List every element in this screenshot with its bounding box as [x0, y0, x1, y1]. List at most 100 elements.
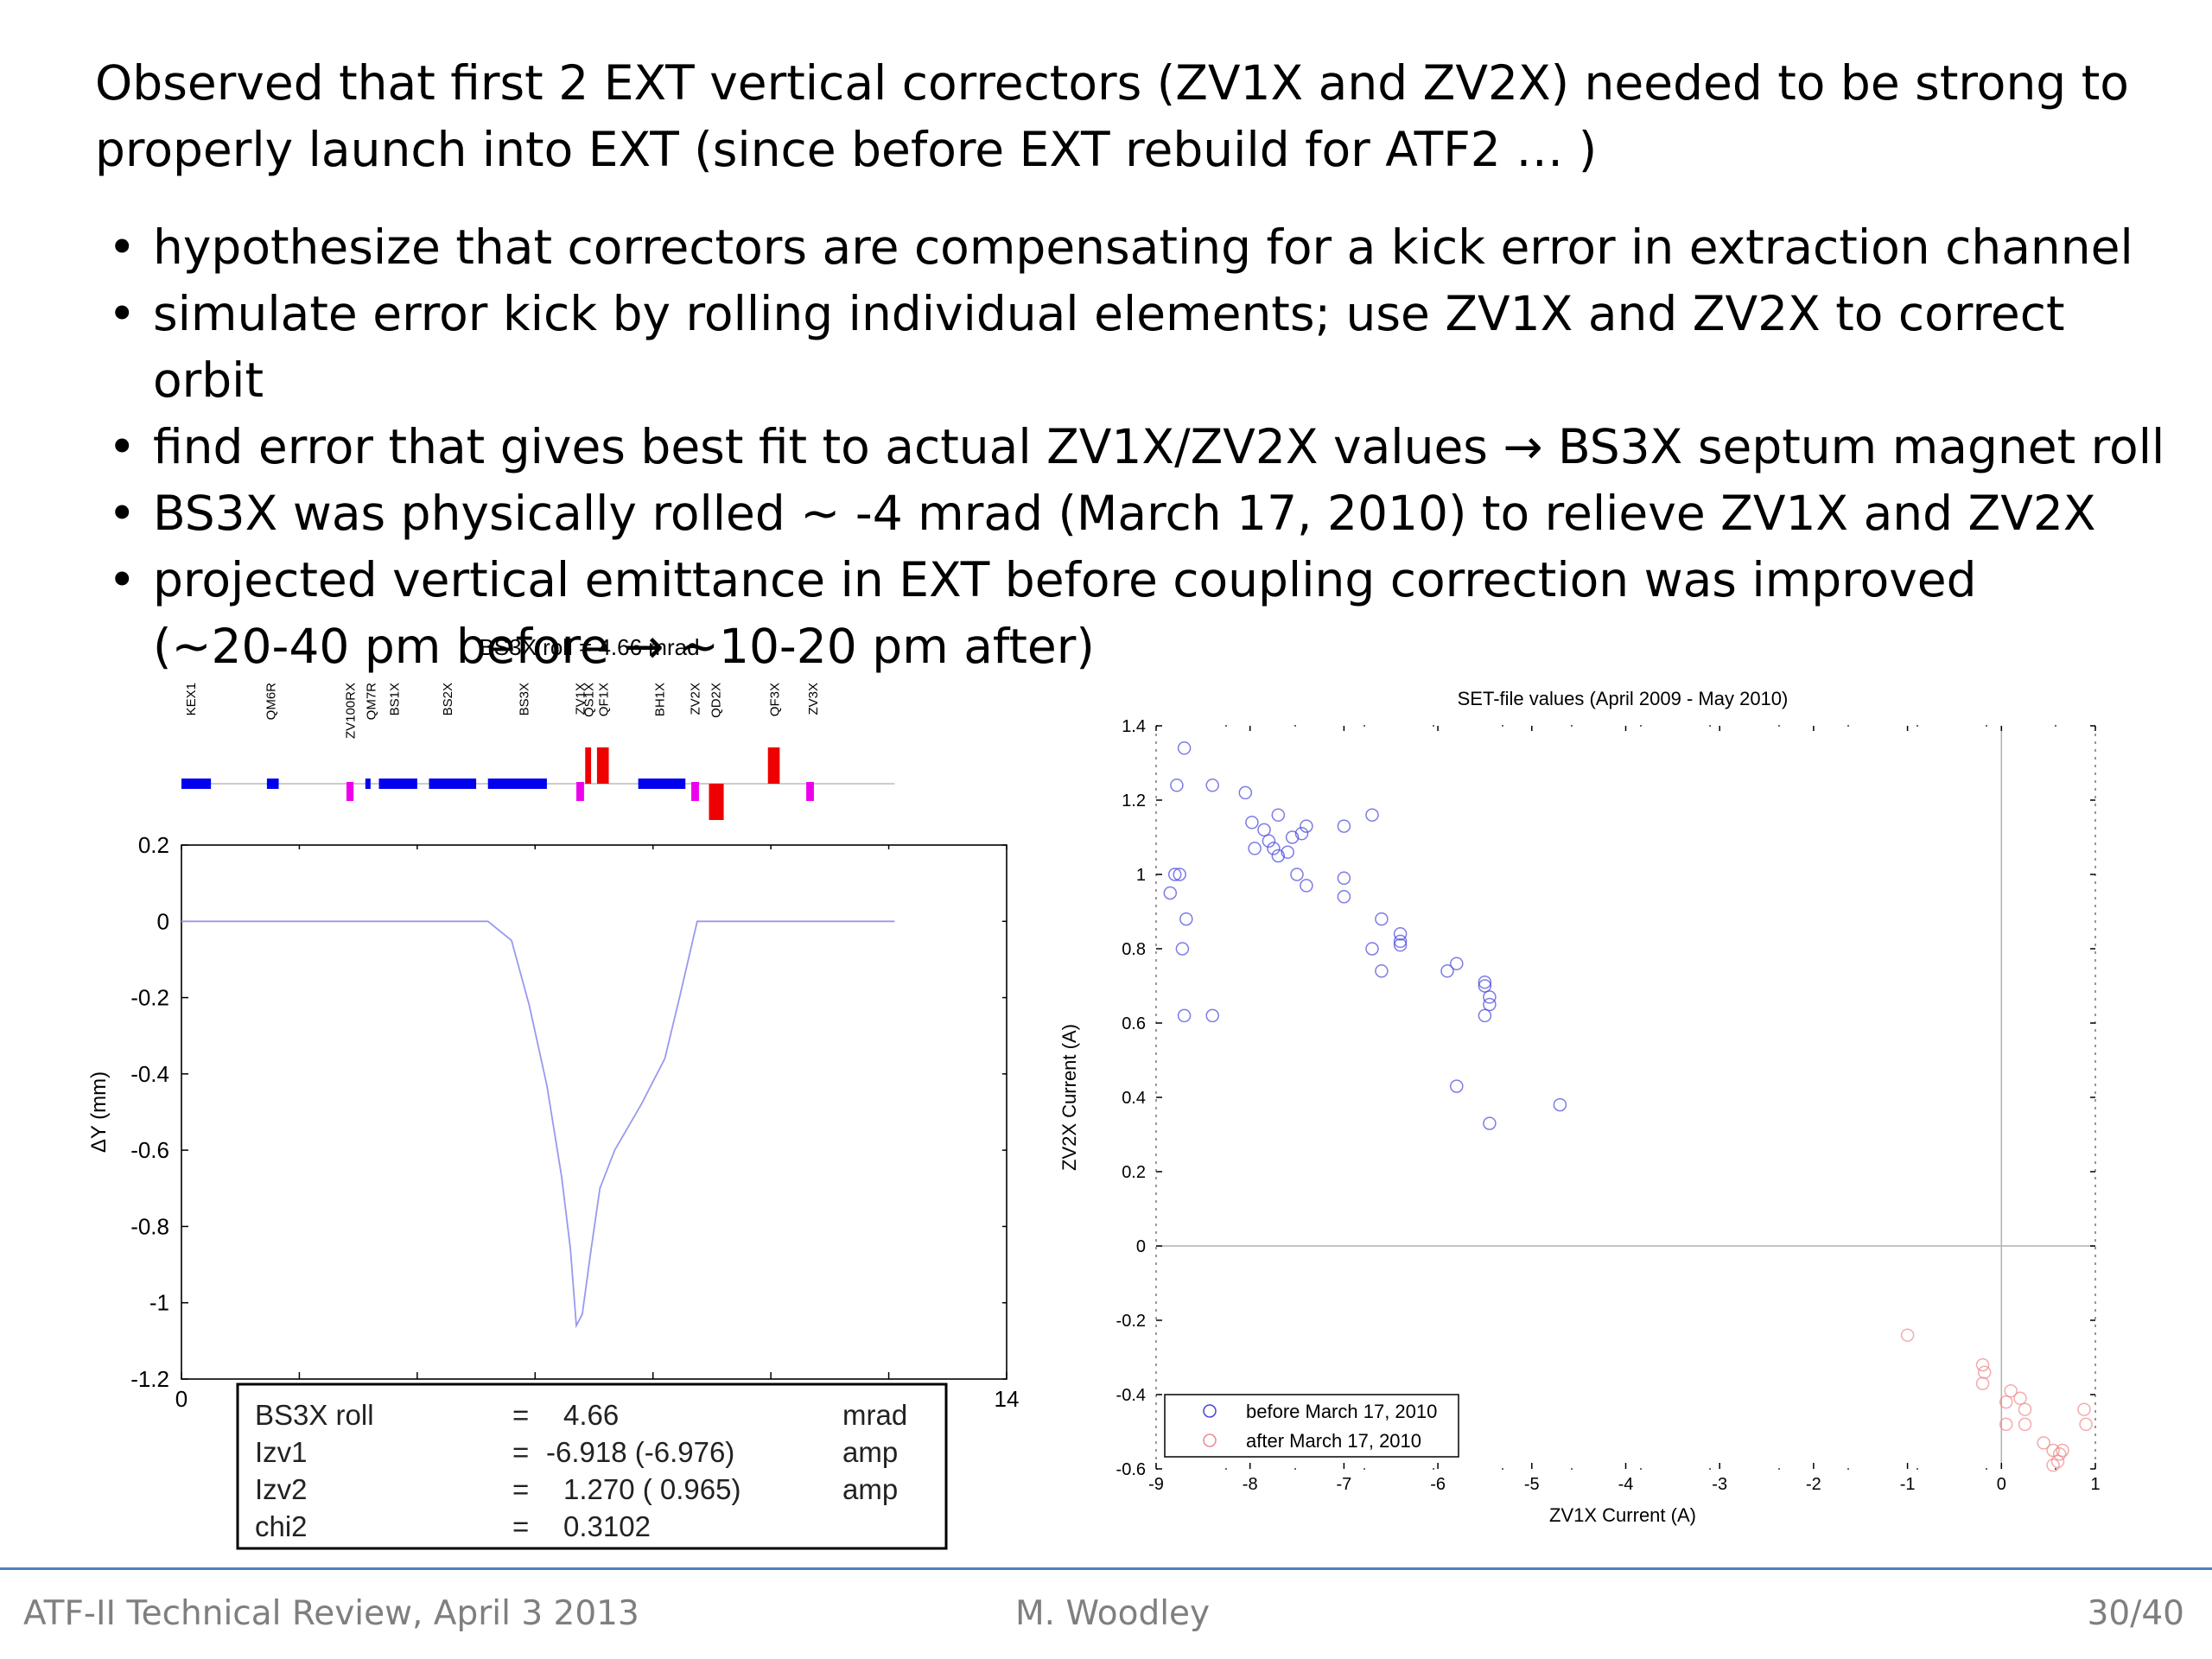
- bullet-item: • find error that gives best fit to actua…: [99, 414, 2173, 480]
- x-tick-label: -8: [1243, 1475, 1258, 1494]
- x-axis-label: ZV1X Current (A): [1549, 1504, 1696, 1526]
- point-before: [1483, 1116, 1497, 1130]
- y-tick-label: 0: [1136, 1237, 1146, 1256]
- beamline-element-quad_f: [585, 747, 592, 784]
- x-tick-label: -6: [1430, 1475, 1446, 1494]
- beamline-element-label: KEX1: [184, 683, 199, 715]
- y-tick-label: -0.2: [1116, 1312, 1146, 1331]
- y-tick-label: -0.4: [130, 1061, 169, 1087]
- point-before: [1393, 938, 1408, 952]
- bullet-dot: •: [108, 419, 137, 474]
- beamline-element-bend: [378, 779, 417, 789]
- x-tick-label: 0: [1997, 1475, 2006, 1494]
- y-axis-label: ZV2X Current (A): [1058, 1024, 1080, 1171]
- point-before: [1163, 886, 1178, 900]
- beamline-element-label: BS3X: [518, 683, 532, 715]
- point-before: [1238, 785, 1253, 800]
- result-equals: =: [512, 1436, 529, 1468]
- beamline-element-bend: [365, 779, 371, 789]
- legend-label-after: after March 17, 2010: [1246, 1430, 1421, 1452]
- result-value: 1.270 ( 0.965): [563, 1473, 741, 1505]
- bullet-text: BS3X was physically rolled ~ -4 mrad (Ma…: [153, 486, 2096, 541]
- beamline-element-corrector: [576, 782, 584, 801]
- point-after: [1999, 1395, 2013, 1409]
- y-axis-label: ΔY (mm): [87, 1071, 111, 1153]
- chart-title: SET-file values (April 2009 - May 2010): [1458, 688, 1789, 709]
- point-before: [1440, 964, 1454, 978]
- y-tick-label: -0.2: [130, 985, 169, 1011]
- y-tick-label: 0.2: [1122, 1163, 1146, 1182]
- beamline-element-label: ZV3X: [806, 683, 821, 715]
- x-tick-label: 14: [995, 1386, 1020, 1412]
- result-value: 4.66: [563, 1399, 619, 1431]
- result-equals: =: [512, 1399, 529, 1431]
- bullet-dot: •: [108, 552, 137, 607]
- orbit-line: [181, 920, 895, 1329]
- point-before: [1450, 1079, 1464, 1093]
- results-box: [236, 1382, 948, 1550]
- y-tick-label: -0.4: [1116, 1386, 1146, 1405]
- point-after: [2079, 1417, 2093, 1432]
- beamline-element-label: QM6R: [264, 683, 278, 721]
- beamline-element-label: BS2X: [441, 683, 455, 715]
- plot-frame: [181, 844, 1007, 1380]
- point-before: [1175, 942, 1190, 956]
- point-after: [2077, 1402, 2091, 1416]
- point-before: [1365, 942, 1379, 956]
- footer-author: M. Woodley: [1015, 1594, 1211, 1633]
- legend: before March 17, 2010 after March 17, 20…: [1164, 1394, 1459, 1458]
- point-before: [1281, 845, 1294, 859]
- y-tick-label: 0.4: [1122, 1089, 1146, 1108]
- beamline-element-label: QS1X: [582, 683, 597, 717]
- legend-label-before: before March 17, 2010: [1246, 1401, 1437, 1422]
- intro-text: Observed that first 2 EXT vertical corre…: [95, 50, 2152, 183]
- point-before: [1285, 830, 1300, 844]
- point-before: [1553, 1097, 1567, 1112]
- result-equals: =: [512, 1473, 529, 1505]
- point-before: [1483, 997, 1497, 1012]
- point-before: [1173, 868, 1186, 881]
- beamline-element-bend: [429, 779, 477, 789]
- point-before: [1393, 927, 1408, 941]
- orbit-chart: BS3X roll = 4.66 mrad KEX1 QM6R ZV100RX QM7…: [87, 634, 1020, 1550]
- point-after: [1975, 1357, 1990, 1372]
- footer-page-number: 30/40: [2087, 1594, 2184, 1633]
- point-before: [1300, 819, 1313, 833]
- beamline-element-label: ZV2X: [688, 683, 702, 715]
- bullet-item: • simulate error kick by rolling individu…: [99, 281, 2173, 414]
- bullet-dot: •: [108, 286, 137, 341]
- point-before: [1257, 823, 1271, 837]
- point-before: [1271, 849, 1286, 863]
- y-tick-label: 0.8: [1122, 940, 1146, 959]
- bullet-continuation: (~20-40 pm before → ~10-20 pm after): [153, 619, 1095, 674]
- legend-box: [1164, 1394, 1459, 1458]
- point-before: [1205, 779, 1219, 792]
- beamline-element-label: QF3X: [768, 683, 783, 716]
- point-before: [1483, 990, 1497, 1004]
- point-before: [1375, 964, 1389, 978]
- bullet-dot: •: [108, 219, 137, 275]
- corrector-scatter-chart: SET-file values (April 2009 - May 2010) …: [1058, 688, 2101, 1526]
- result-name: Izv2: [255, 1473, 308, 1505]
- axes: -9 -8 -7 -6 -5 -4 -3 -2 -1 0 1 1.4 1.2 1 0.8 0.6 0.4 0.2 0…: [1116, 717, 2101, 1494]
- beamline-element-label: ZV100RX: [343, 683, 358, 739]
- bullet-item: • projected vertical emittance in EXT bef…: [99, 547, 2173, 680]
- intro-line-1: Observed that first 2 EXT vertical corre…: [95, 55, 2129, 111]
- point-after: [1977, 1365, 1992, 1379]
- beamline-element-quad_f: [596, 747, 609, 784]
- point-before: [1205, 1008, 1219, 1023]
- bullet-item: • BS3X was physically rolled ~ -4 mrad (M…: [99, 480, 2173, 547]
- point-before: [1267, 842, 1281, 855]
- chart-title: BS3X roll = 4.66 mrad: [479, 634, 699, 660]
- y-tick-label: 0.2: [138, 832, 169, 858]
- beamline-element-bend: [487, 779, 547, 789]
- legend-marker-before: [1203, 1404, 1217, 1418]
- intro-line-2: properly launch into EXT (since before E…: [95, 122, 1598, 177]
- point-after: [1975, 1376, 1990, 1390]
- x-tick-label: 0: [175, 1386, 188, 1412]
- y-tick-label: -0.6: [130, 1137, 169, 1163]
- point-before: [1248, 842, 1262, 855]
- point-before: [1177, 741, 1192, 755]
- point-before: [1245, 816, 1259, 830]
- point-before: [1167, 868, 1182, 881]
